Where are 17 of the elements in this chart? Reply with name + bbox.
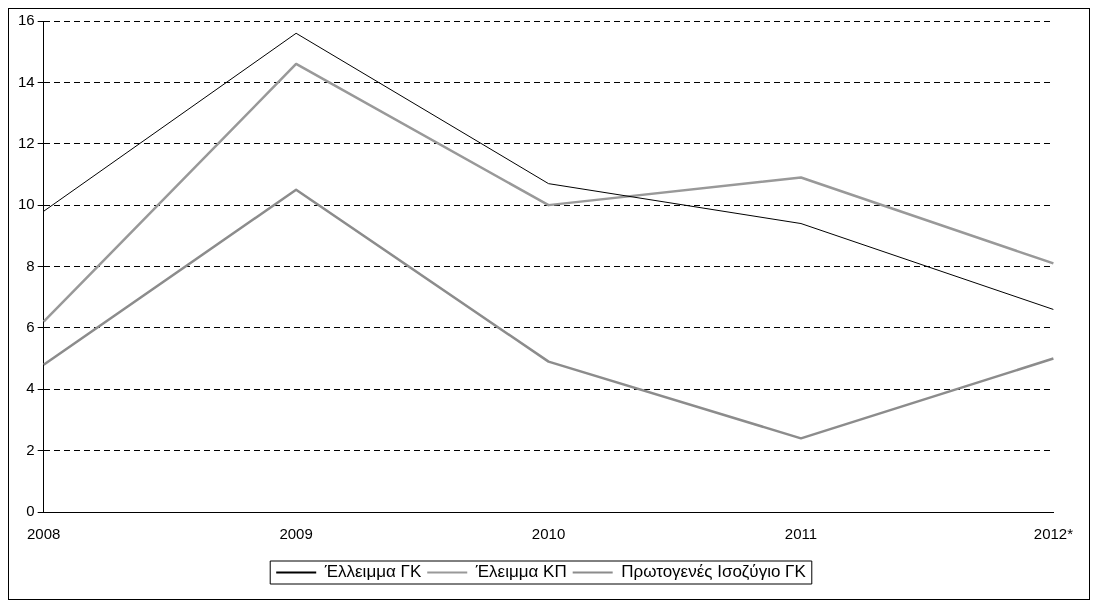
- y-tick-label: 16: [18, 11, 35, 29]
- x-tick-label: 2012*: [1033, 525, 1074, 543]
- x-tick-label: 2010: [531, 525, 566, 543]
- legend-label: Πρωτογενές Ισοζύγιο ΓΚ: [621, 562, 807, 582]
- y-tick-label: 8: [26, 256, 35, 274]
- x-tick-label: 2008: [27, 525, 61, 543]
- y-tick-label: 4: [26, 379, 35, 397]
- y-tick-label: 12: [18, 133, 35, 151]
- legend-label: Έλλειμμα ΓΚ: [323, 562, 422, 582]
- y-tick-label: 6: [26, 318, 35, 336]
- x-tick-label: 2009: [279, 525, 313, 543]
- y-tick-label: 10: [18, 195, 35, 213]
- y-tick-label: 0: [26, 502, 35, 520]
- legend-label: Έλειμμα ΚΠ: [474, 562, 567, 582]
- y-tick-label: 14: [18, 72, 35, 90]
- x-tick-label: 2011: [784, 525, 818, 543]
- y-tick-label: 2: [26, 440, 35, 458]
